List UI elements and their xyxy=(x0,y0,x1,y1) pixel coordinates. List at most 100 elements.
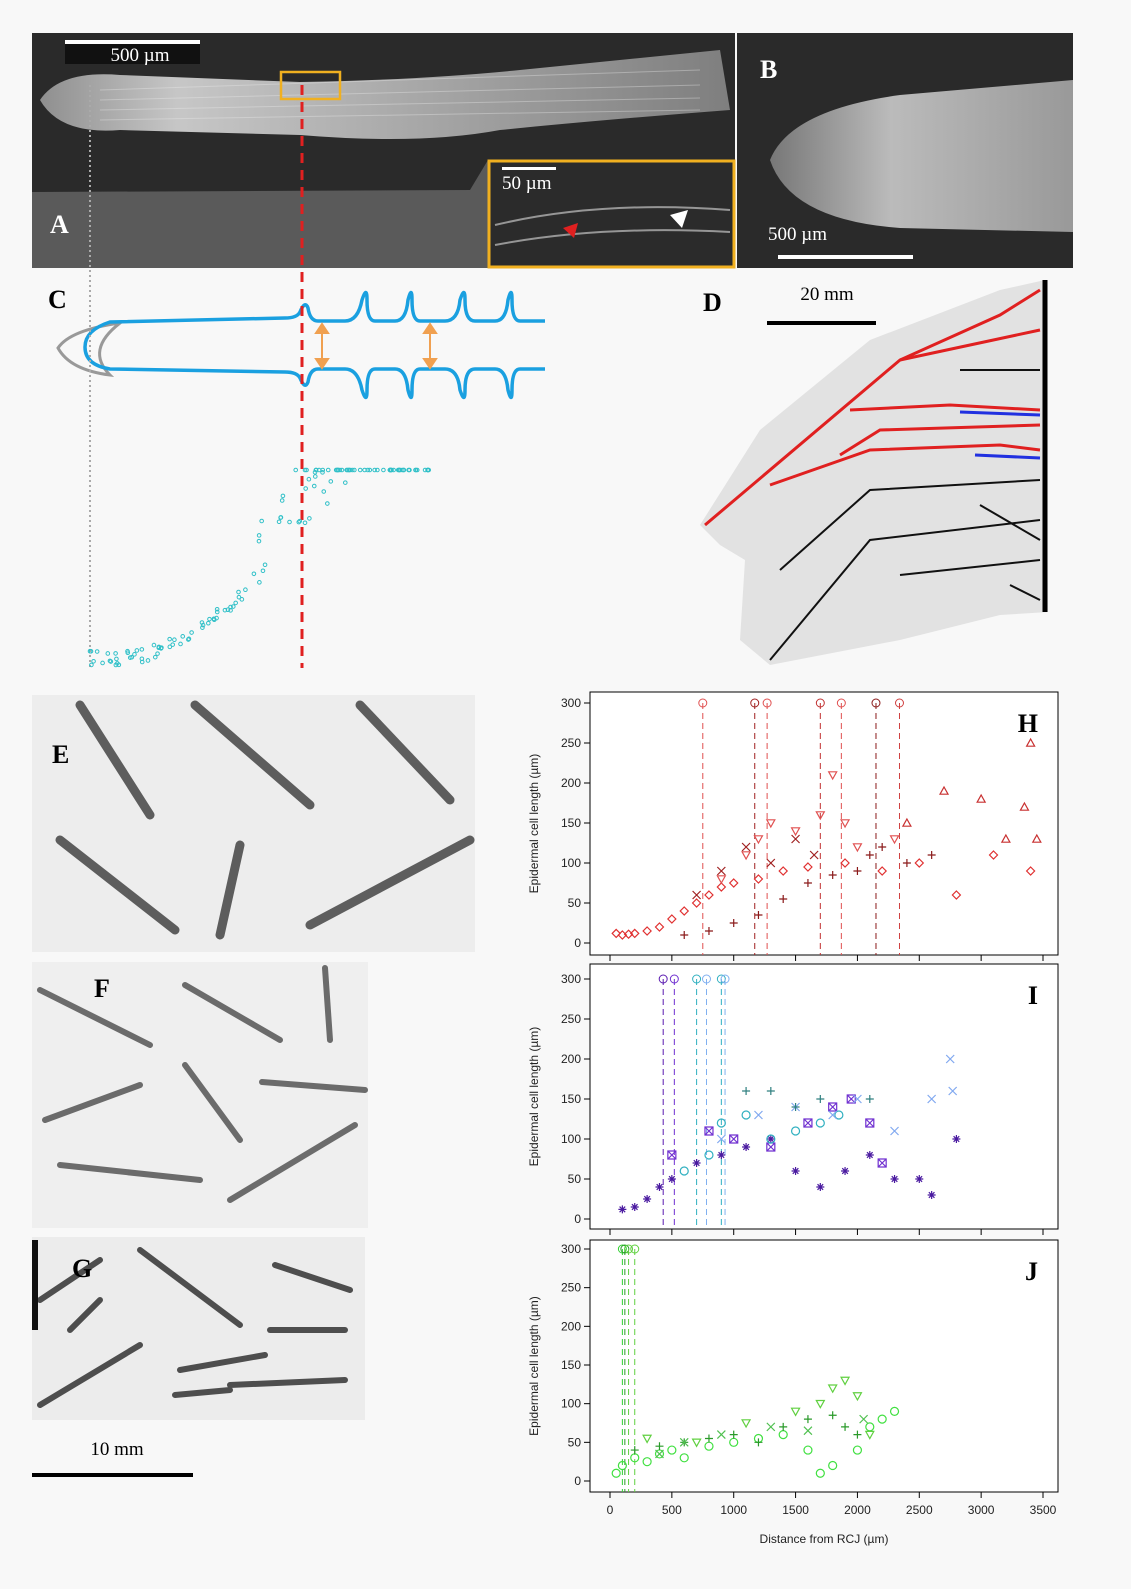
data-point xyxy=(865,1422,875,1432)
decor-dot xyxy=(306,476,312,482)
data-point xyxy=(803,1426,813,1436)
data-point xyxy=(704,1150,714,1160)
data-point xyxy=(741,851,752,861)
y-tick-label: 150 xyxy=(561,1092,581,1106)
data-point xyxy=(827,1384,838,1394)
panel-label: C xyxy=(48,285,67,314)
data-point xyxy=(766,858,776,868)
panel-label: D xyxy=(703,288,722,317)
decor-dot xyxy=(225,607,231,613)
data-point xyxy=(803,1415,812,1424)
data-point xyxy=(889,835,900,845)
decor-dot xyxy=(172,637,177,642)
data-point xyxy=(1025,737,1036,747)
decor-dot xyxy=(293,467,299,473)
threshold-marker xyxy=(815,698,825,708)
data-point xyxy=(642,1434,653,1444)
data-point xyxy=(828,871,837,879)
data-point xyxy=(611,1468,621,1478)
decor-dot xyxy=(311,483,317,489)
y-tick-label: 200 xyxy=(561,1052,581,1066)
decor-dot xyxy=(256,538,262,544)
decor-dot xyxy=(108,659,114,664)
panel-label: F xyxy=(94,974,110,1003)
data-point xyxy=(790,827,801,837)
decor-dot xyxy=(280,493,286,499)
y-tick-label: 250 xyxy=(561,1012,581,1026)
y-tick-label: 50 xyxy=(568,1435,582,1449)
data-point xyxy=(679,906,690,916)
decor-dot xyxy=(278,515,284,520)
decor-dot xyxy=(155,651,160,656)
decor-dot xyxy=(276,519,282,525)
y-tick-label: 200 xyxy=(561,1319,581,1333)
decor-dot xyxy=(262,562,268,568)
decor-dot xyxy=(304,467,309,473)
decor-dot xyxy=(335,467,341,473)
panel-label: G xyxy=(72,1254,92,1283)
decor-dot xyxy=(302,520,308,526)
data-point xyxy=(877,1414,887,1424)
decor-dot xyxy=(91,658,96,664)
data-point xyxy=(765,819,776,829)
data-point xyxy=(827,771,838,781)
data-point xyxy=(691,1438,702,1448)
threshold-marker xyxy=(836,698,846,708)
decor-dot xyxy=(375,467,380,473)
data-point xyxy=(846,1094,856,1104)
decor-dot xyxy=(387,467,393,473)
data-point xyxy=(815,811,826,821)
threshold-marker xyxy=(669,974,679,984)
data-point xyxy=(778,1430,788,1440)
threshold-marker xyxy=(701,974,711,984)
scale-label: 20 mm xyxy=(800,284,854,305)
decor-dot xyxy=(156,645,162,650)
data-point xyxy=(667,914,677,924)
y-tick-label: 0 xyxy=(574,1212,581,1226)
data-point xyxy=(809,850,819,860)
panel-label: J xyxy=(1025,1257,1038,1286)
data-point xyxy=(988,850,999,860)
data-point xyxy=(927,1094,937,1104)
data-point xyxy=(642,1457,652,1467)
data-point xyxy=(948,1086,958,1096)
data-point xyxy=(927,1191,936,1199)
decor-dot xyxy=(367,467,373,473)
threshold-marker xyxy=(871,698,881,708)
data-point xyxy=(741,842,751,852)
decor-dot xyxy=(139,659,145,665)
plot-frame xyxy=(589,691,1059,956)
decor-dot xyxy=(233,600,238,606)
data-point xyxy=(629,928,640,939)
y-tick-label: 50 xyxy=(568,1172,582,1186)
decor-dot xyxy=(345,467,350,473)
panel-a: 500 µm A 50 µm xyxy=(32,33,736,269)
data-point xyxy=(815,1118,825,1128)
decor-dot xyxy=(325,501,330,506)
scale-label: 50 µm xyxy=(502,173,552,194)
data-point xyxy=(667,1175,676,1183)
data-point xyxy=(766,1134,776,1144)
y-tick-label: 300 xyxy=(561,972,581,986)
decor-dot xyxy=(372,467,377,473)
data-point xyxy=(852,1392,863,1402)
threshold-marker xyxy=(894,698,904,708)
threshold-marker xyxy=(750,698,760,708)
data-point xyxy=(753,874,764,884)
data-point xyxy=(840,1376,851,1386)
y-tick-label: 150 xyxy=(561,1358,581,1372)
decor-dot xyxy=(105,651,111,656)
decor-dot xyxy=(134,648,140,653)
decor-dot xyxy=(236,589,241,595)
x-tick-label: 1000 xyxy=(720,1503,747,1517)
data-point xyxy=(865,1095,874,1103)
decor-dot xyxy=(296,519,302,525)
panel-label: E xyxy=(52,740,69,769)
data-point xyxy=(865,1151,874,1159)
data-point xyxy=(865,1118,875,1128)
decor-dot xyxy=(239,597,245,602)
decor-dot xyxy=(422,467,428,473)
y-tick-label: 0 xyxy=(574,936,581,950)
data-point xyxy=(1031,833,1042,843)
x-tick-label: 0 xyxy=(607,1503,614,1517)
